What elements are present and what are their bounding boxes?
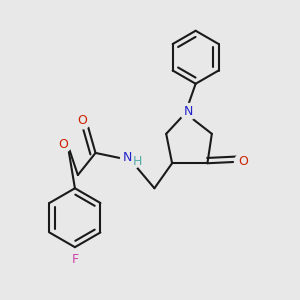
Text: O: O [77, 114, 87, 127]
Text: N: N [184, 105, 193, 118]
Circle shape [55, 136, 71, 152]
Circle shape [74, 112, 91, 129]
Circle shape [180, 103, 196, 120]
Circle shape [67, 251, 83, 268]
Text: H: H [133, 155, 142, 168]
Circle shape [235, 154, 251, 170]
Text: F: F [71, 253, 79, 266]
Text: O: O [58, 138, 68, 151]
Text: O: O [238, 155, 248, 168]
Circle shape [121, 148, 141, 169]
Text: N: N [123, 152, 133, 164]
